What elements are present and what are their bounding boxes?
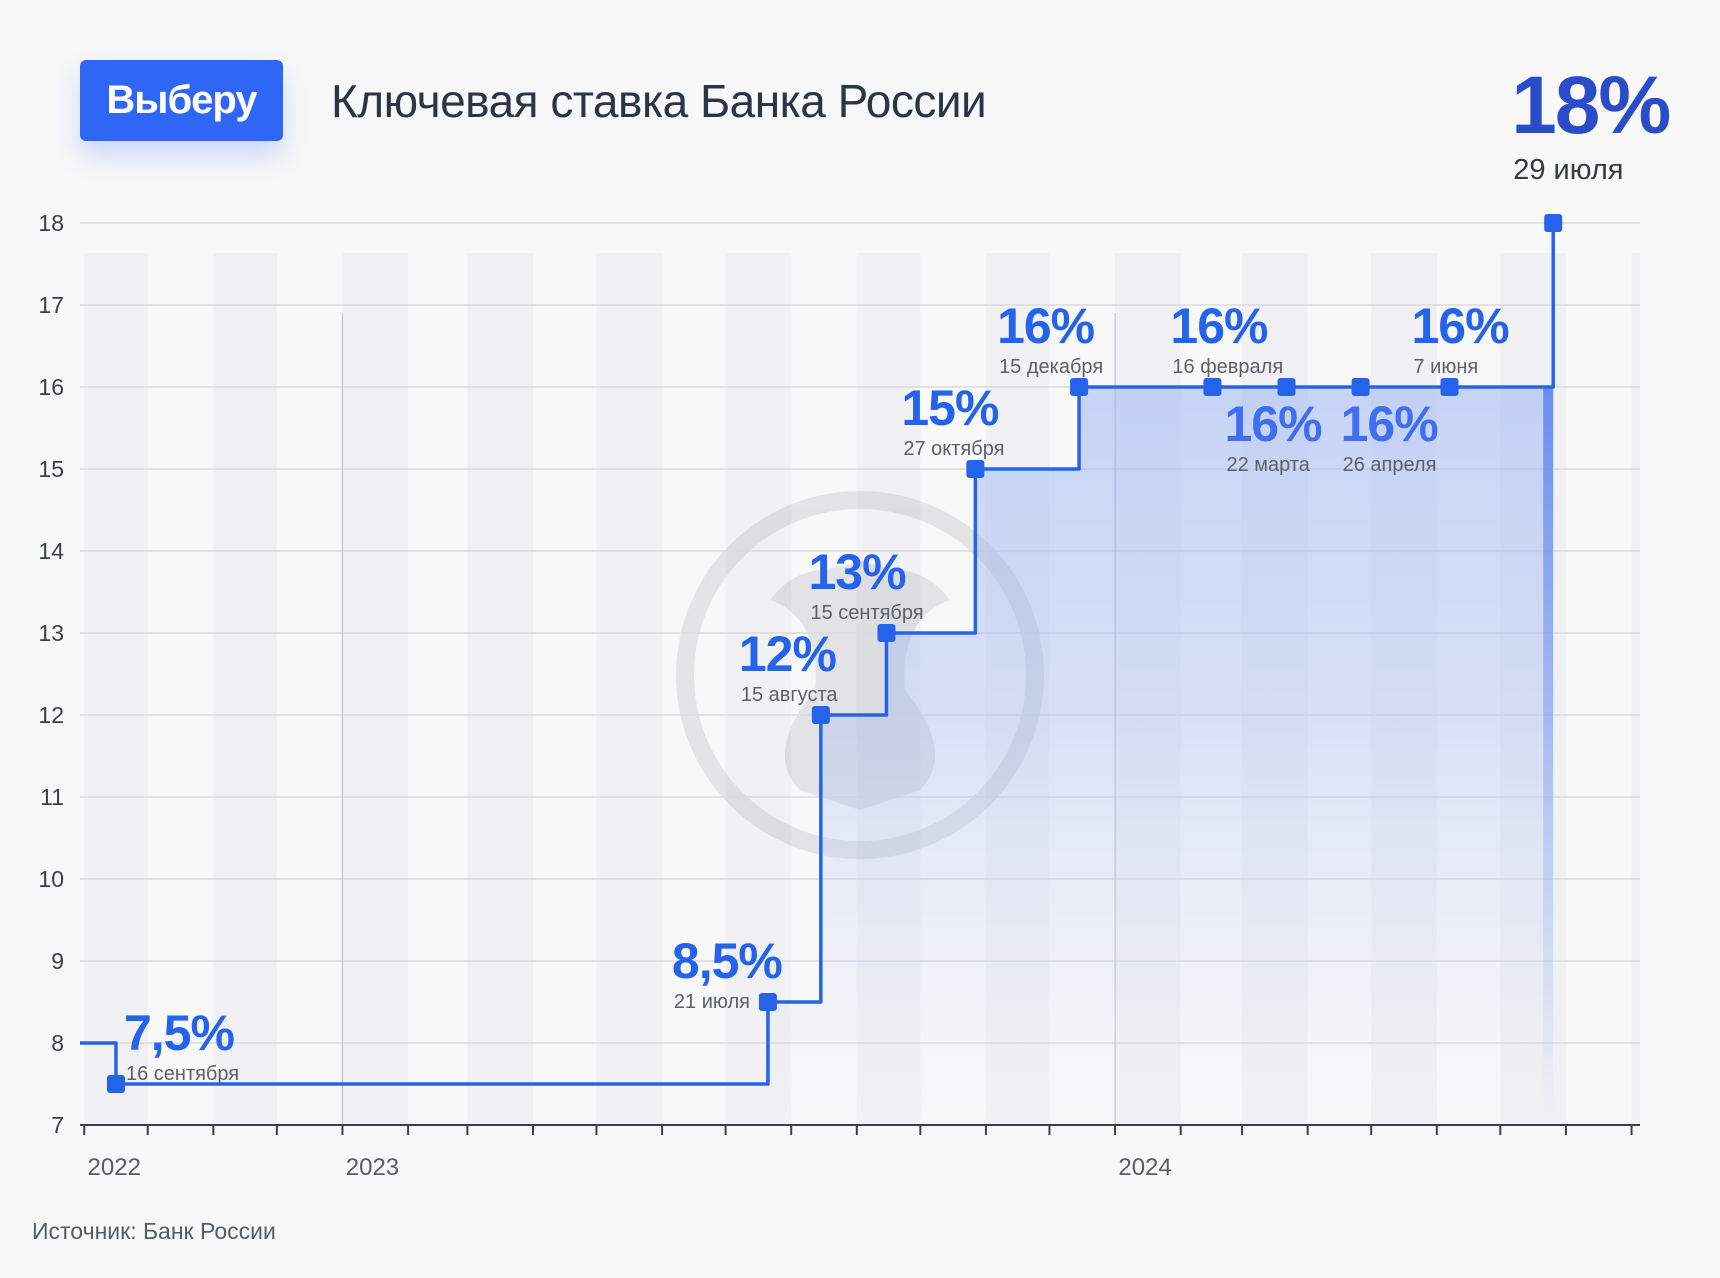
date-label: 16 февраля — [1172, 356, 1283, 378]
rate-markers — [106, 214, 1563, 1093]
month-band — [84, 253, 148, 1125]
y-tick-label: 14 — [38, 538, 64, 564]
rate-marker — [966, 460, 985, 478]
value-label: 13% — [808, 544, 906, 600]
date-label: 26 апреля — [1343, 454, 1437, 476]
date-label: 15 декабря — [999, 356, 1103, 378]
value-label: 16% — [1341, 396, 1439, 452]
rate-marker — [1440, 378, 1459, 396]
y-tick-label: 9 — [51, 948, 64, 974]
rate-marker — [1203, 378, 1222, 396]
axes: 7 8 9 10 11 12 13 14 15 16 17 18 2022 2023 2024 — [38, 210, 1640, 1181]
month-band — [725, 253, 792, 1125]
y-tick-label: 11 — [40, 784, 64, 810]
y-tick-label: 10 — [38, 866, 64, 892]
value-label: 16% — [1225, 396, 1323, 452]
month-band — [213, 253, 277, 1125]
area-fill — [767, 223, 1554, 1125]
value-label: 16% — [1411, 298, 1509, 354]
month-band — [1631, 253, 1640, 1125]
brand-logo: Выберу — [80, 60, 283, 141]
rate-marker — [1277, 378, 1296, 396]
chart-title: Ключевая ставка Банка России — [331, 75, 987, 127]
date-label: 7 июня — [1413, 356, 1478, 378]
y-tick-label: 7 — [51, 1112, 64, 1138]
y-tick-label: 17 — [38, 292, 64, 318]
date-label: 16 сентября — [126, 1063, 239, 1085]
rate-marker — [1070, 378, 1089, 396]
month-band — [596, 253, 663, 1125]
rate-marker — [811, 706, 830, 724]
y-tick-label: 13 — [38, 620, 64, 646]
rate-marker — [877, 624, 896, 642]
date-label: 29 июля — [1513, 154, 1623, 186]
value-label: 8,5% — [672, 933, 783, 989]
value-label: 16% — [1170, 298, 1268, 354]
month-band — [467, 253, 533, 1125]
y-tick-label: 12 — [38, 702, 64, 728]
month-band — [342, 253, 409, 1125]
date-label: 15 августа — [741, 684, 839, 706]
date-label: 22 марта — [1227, 454, 1311, 476]
y-tick-label: 15 — [38, 456, 64, 482]
value-label: 7,5% — [124, 1005, 235, 1061]
rate-marker — [1544, 214, 1563, 232]
date-label: 15 сентября — [810, 602, 923, 624]
y-tick-label: 16 — [38, 374, 64, 400]
rate-marker — [1351, 378, 1370, 396]
y-tick-label: 18 — [38, 210, 64, 236]
y-tick-label: 8 — [51, 1030, 64, 1056]
x-tick-label: 2022 — [88, 1154, 141, 1181]
rate-marker — [106, 1075, 125, 1093]
x-tick-label: 2023 — [346, 1154, 399, 1181]
value-label: 18% — [1511, 60, 1669, 151]
value-label: 15% — [901, 380, 999, 436]
date-label: 21 июля — [674, 991, 750, 1013]
value-labels: 7,5%16 сентября 8,5%21 июля 12%15 августа 1… — [124, 60, 1671, 1085]
rate-marker — [758, 993, 777, 1011]
date-label: 27 октября — [903, 438, 1004, 460]
source-note: Источник: Банк России — [32, 1218, 276, 1244]
value-label: 12% — [739, 626, 837, 682]
latest-step-highlight — [1543, 387, 1554, 1125]
x-tick-label: 2024 — [1118, 1154, 1171, 1181]
value-label: 16% — [997, 298, 1095, 354]
